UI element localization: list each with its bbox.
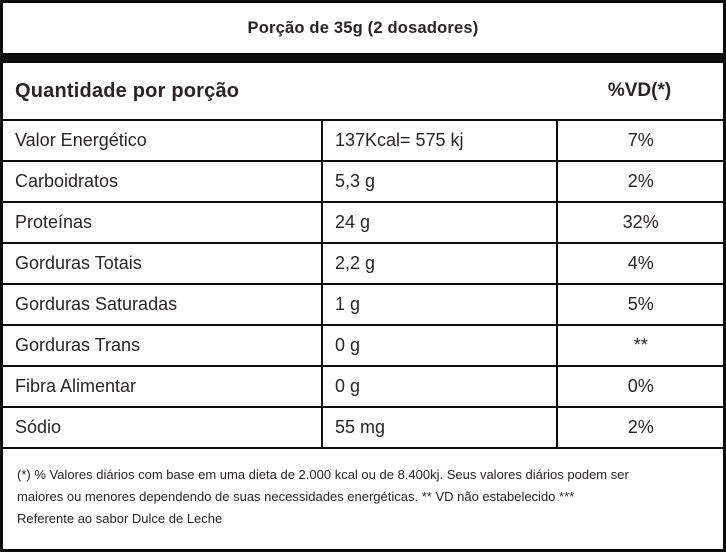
nutrient-amount: 2,2 g [320,242,559,285]
table-row: Fibra Alimentar 0 g 0% [3,365,723,408]
serving-size-header: Porção de 35g (2 dosadores) [3,3,723,53]
nutrient-amount: 1 g [320,283,559,326]
nutrient-amount: 0 g [320,365,559,408]
nutrient-dv: 7% [556,119,723,162]
nutrient-name: Fibra Alimentar [3,365,323,408]
thick-divider-bar [3,53,723,63]
nutrient-name: Gorduras Saturadas [3,283,323,326]
nutrient-name: Carboidratos [3,160,323,203]
table-row: Sódio 55 mg 2% [3,406,723,449]
nutrient-dv: 4% [556,242,723,285]
nutrient-amount: 137Kcal= 575 kj [320,119,559,162]
nutrient-dv: ** [556,324,723,367]
daily-value-column-header: %VD(*) [607,80,672,101]
footnote: (*) % Valores diários com base em uma di… [17,467,629,526]
table-row: Gorduras Totais 2,2 g 4% [3,242,723,285]
table-header-row: Quantidade por porção %VD(*) [3,63,723,119]
nutrient-dv: 32% [556,201,723,244]
nutrient-dv: 2% [556,160,723,203]
nutrient-amount: 0 g [320,324,559,367]
table-row: Gorduras Trans 0 g ** [3,324,723,367]
table-row: Proteínas 24 g 32% [3,201,723,244]
quantity-per-serving-label: Quantidade por porção [15,79,240,102]
nutrient-name: Proteínas [3,201,323,244]
nutrient-dv: 2% [556,406,723,449]
table-row: Carboidratos 5,3 g 2% [3,160,723,203]
nutrition-table: Valor Energético 137Kcal= 575 kj 7% Carb… [3,119,723,449]
nutrient-name: Gorduras Totais [3,242,323,285]
serving-size-text: Porção de 35g (2 dosadores) [247,18,479,37]
nutrient-name: Valor Energético [3,119,323,162]
nutrient-name: Sódio [3,406,323,449]
nutrient-amount: 55 mg [320,406,559,449]
nutrient-dv: 5% [556,283,723,326]
nutrient-amount: 24 g [320,201,559,244]
table-row: Valor Energético 137Kcal= 575 kj 7% [3,119,723,162]
nutrient-name: Gorduras Trans [3,324,323,367]
nutrient-dv: 0% [556,365,723,408]
table-row: Gorduras Saturadas 1 g 5% [3,283,723,326]
nutrient-amount: 5,3 g [320,160,559,203]
